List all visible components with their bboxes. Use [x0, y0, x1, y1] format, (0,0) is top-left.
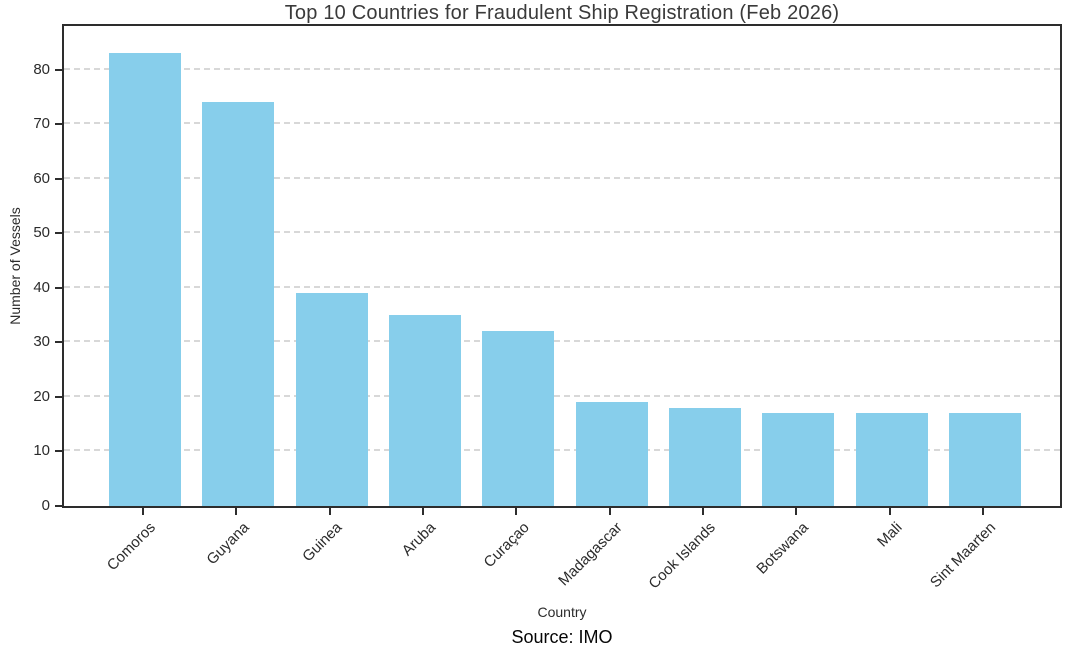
x-tick-label-sint-maarten: Sint Maarten [926, 519, 999, 592]
x-tick-mark [328, 508, 331, 515]
y-tick-label-50: 50 [33, 224, 50, 242]
y-tick-mark [55, 450, 62, 453]
y-tick-mark [55, 123, 62, 126]
x-tick-mark [981, 508, 984, 515]
y-tick-label-30: 30 [33, 333, 50, 351]
x-tick-label-comoros: Comoros [103, 519, 160, 575]
gridline-50 [64, 231, 1060, 234]
y-tick-label-80: 80 [33, 60, 50, 78]
gridline-20 [64, 394, 1060, 397]
bar-mali [855, 413, 928, 506]
plot-area [62, 24, 1062, 508]
y-tick-mark [55, 505, 62, 507]
y-tick-mark [55, 395, 62, 398]
x-tick-mark [515, 508, 518, 515]
y-tick-mark [55, 286, 62, 289]
x-tick-label-madagascar: Madagascar [555, 519, 626, 590]
gridline-60 [64, 176, 1060, 179]
x-tick-mark [888, 508, 891, 515]
x-tick-label-guyana: Guyana [203, 519, 253, 569]
x-tick-mark [142, 508, 144, 515]
bar-aruba [388, 315, 461, 506]
x-tick-label-aruba: Aruba [398, 519, 440, 560]
x-tick-mark [795, 508, 798, 515]
y-tick-mark [55, 177, 62, 180]
y-tick-label-40: 40 [33, 278, 50, 296]
x-tick-mark [701, 508, 704, 515]
x-tick-label-curaçao: Curaçao [480, 519, 533, 572]
bar-sint-maarten [948, 413, 1021, 506]
bar-curaçao [482, 331, 555, 506]
x-tick-mark [235, 508, 238, 515]
gridline-80 [64, 67, 1060, 70]
gridline-30 [64, 340, 1060, 343]
x-axis-label: Country [537, 604, 587, 620]
x-tick-label-guinea: Guinea [299, 519, 346, 566]
x-tick-mark [608, 508, 611, 515]
bar-comoros [109, 53, 181, 506]
y-tick-label-0: 0 [41, 497, 50, 514]
x-tick-label-botswana: Botswana [753, 519, 813, 578]
y-tick-label-60: 60 [33, 169, 50, 187]
gridline-40 [64, 285, 1060, 288]
source-caption: Source: IMO [511, 627, 613, 647]
bar-guinea [295, 293, 368, 506]
bar-madagascar [575, 402, 648, 506]
gridline-10 [64, 449, 1060, 452]
x-tick-mark [421, 508, 424, 515]
y-tick-label-20: 20 [33, 387, 50, 405]
bar-guyana [202, 102, 275, 506]
bar-botswana [762, 413, 835, 506]
y-tick-mark [55, 341, 62, 344]
x-tick-label-mali: Mali [874, 519, 906, 551]
y-tick-mark [55, 68, 62, 71]
y-tick-label-70: 70 [33, 115, 50, 133]
y-tick-label-10: 10 [33, 442, 50, 460]
gridline-70 [64, 122, 1060, 125]
x-tick-label-cook-islands: Cook Islands [645, 519, 719, 593]
bar-cook-islands [668, 407, 741, 506]
chart-title: Top 10 Countries for Fraudulent Ship Reg… [284, 2, 840, 24]
y-tick-mark [55, 232, 62, 235]
